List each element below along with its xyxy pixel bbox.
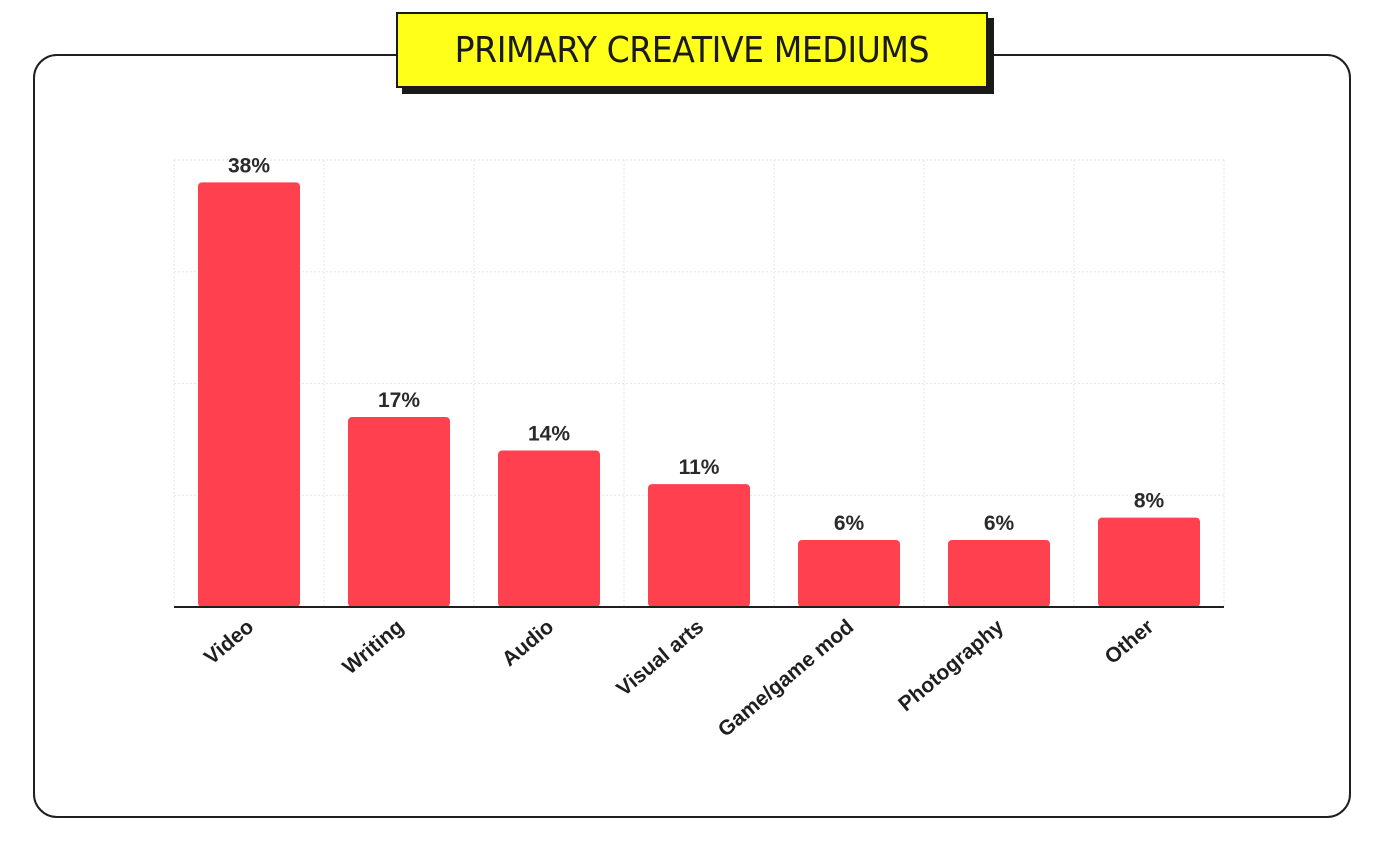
category-label: Other — [1101, 615, 1159, 669]
bar — [798, 539, 900, 607]
value-label: 11% — [679, 456, 720, 479]
category-label: Writing — [338, 615, 408, 679]
bar — [1098, 517, 1200, 607]
value-label: 14% — [528, 423, 570, 446]
value-labels: 38% 17% 14% 11% 6% 6% 8% — [228, 154, 1165, 535]
value-label: 8% — [1134, 490, 1165, 513]
chart-title: PRIMARY CREATIVE MEDIUMS — [454, 29, 930, 71]
category-label: Audio — [498, 615, 558, 671]
category-labels: Video Writing Audio Visual arts Game/game mo… — [200, 615, 1158, 742]
value-label: 17% — [378, 389, 420, 412]
value-label: 6% — [984, 512, 1015, 535]
bar — [198, 182, 300, 607]
bar — [648, 484, 750, 607]
value-label: 6% — [834, 512, 865, 535]
title-badge-box: PRIMARY CREATIVE MEDIUMS — [396, 12, 988, 88]
value-label: 38% — [228, 154, 270, 177]
category-label: Video — [200, 615, 258, 669]
category-label: Photography — [894, 615, 1008, 716]
chart-title-badge: PRIMARY CREATIVE MEDIUMS — [396, 12, 994, 94]
bar — [498, 450, 600, 607]
bar — [348, 417, 450, 607]
category-label: Visual arts — [612, 615, 708, 701]
bars — [198, 182, 1200, 607]
category-label: Game/game mod — [714, 615, 858, 741]
bar — [948, 539, 1050, 607]
